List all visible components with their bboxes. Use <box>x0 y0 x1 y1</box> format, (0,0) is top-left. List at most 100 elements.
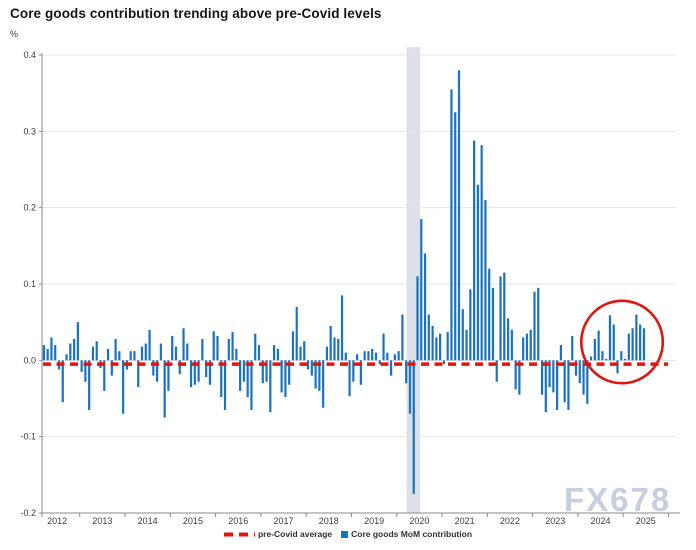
core-goods-bar <box>397 351 400 361</box>
y-axis-unit-label: % <box>10 29 19 39</box>
core-goods-bar <box>163 360 166 418</box>
core-goods-bar <box>522 337 525 361</box>
core-goods-bar <box>299 346 302 361</box>
core-goods-bar <box>352 360 355 382</box>
core-goods-bar <box>435 337 438 361</box>
core-goods-bar <box>469 289 472 361</box>
chart-legend: pre-Covid average Core goods MoM contrib… <box>0 529 696 539</box>
core-goods-bar <box>503 272 506 361</box>
core-goods-bar <box>525 333 529 361</box>
core-goods-bar <box>635 314 638 361</box>
core-goods-bar <box>386 352 389 361</box>
blue-square-swatch-icon <box>341 530 349 538</box>
core-goods-bar <box>84 360 87 382</box>
core-goods-bar <box>608 315 612 361</box>
core-goods-bar <box>303 341 306 361</box>
core-goods-bar <box>129 351 132 361</box>
core-goods-bar <box>246 360 249 397</box>
chart-title: Core goods contribution trending above p… <box>10 6 382 21</box>
core-goods-bar <box>589 356 593 361</box>
x-axis-year-label: 2015 <box>183 516 203 526</box>
core-goods-bar <box>363 351 366 361</box>
highlight-circle-annotation <box>579 299 665 385</box>
core-goods-bar <box>314 360 317 389</box>
core-goods-bar <box>178 360 181 375</box>
core-goods-bar <box>623 358 627 361</box>
core-goods-bar <box>250 360 253 410</box>
core-goods-bar <box>465 329 468 361</box>
y-axis-tick-label: 0.3 <box>23 126 36 136</box>
core-goods-bar <box>114 338 117 361</box>
x-axis-year-label: 2025 <box>636 516 656 526</box>
core-goods-bar <box>306 360 310 370</box>
core-goods-bar <box>231 332 234 361</box>
core-goods-bar <box>605 358 608 361</box>
core-goods-bar <box>439 333 442 361</box>
core-goods-bar <box>333 337 336 361</box>
core-goods-bar <box>420 219 423 361</box>
core-goods-bar <box>46 348 49 361</box>
core-goods-bar <box>174 346 178 361</box>
core-goods-bar <box>457 70 461 361</box>
core-goods-bar <box>171 335 174 361</box>
fx678-watermark: FX678 <box>564 481 672 518</box>
core-goods-bar <box>348 360 351 397</box>
core-goods-bar <box>197 360 200 382</box>
core-goods-bar <box>567 360 570 410</box>
core-goods-bar <box>593 338 596 361</box>
core-goods-bar <box>563 360 566 403</box>
core-goods-bar <box>193 360 196 385</box>
core-goods-bar <box>499 276 502 361</box>
core-goods-bar <box>269 360 272 413</box>
core-goods-bar <box>295 306 298 361</box>
legend-item-core-goods: Core goods MoM contribution <box>341 529 472 539</box>
core-goods-bar <box>223 360 227 410</box>
core-goods-bar <box>495 360 498 382</box>
core-goods-bar <box>310 360 313 376</box>
x-axis-year-label: 2019 <box>364 516 384 526</box>
core-goods-bar <box>506 318 510 361</box>
x-axis-year-label: 2017 <box>274 516 294 526</box>
core-goods-bar <box>344 352 347 361</box>
core-goods-bar <box>389 360 393 376</box>
core-goods-bar <box>393 354 396 361</box>
core-goods-bar <box>473 140 476 361</box>
core-goods-bar <box>322 360 325 408</box>
core-goods-bar <box>152 360 155 376</box>
core-goods-bar <box>242 360 245 382</box>
core-goods-bar <box>69 343 72 361</box>
core-goods-bar <box>378 360 381 365</box>
core-goods-bar <box>371 348 374 361</box>
y-axis-tick-label: -0.1 <box>20 432 36 442</box>
core-goods-bar <box>454 112 457 361</box>
core-goods-bar <box>257 345 261 361</box>
core-goods-bar <box>597 330 600 361</box>
core-goods-bar <box>476 184 479 361</box>
core-goods-bar <box>484 200 487 361</box>
core-goods-bar <box>80 360 83 372</box>
core-goods-bar <box>284 360 287 397</box>
core-goods-bar <box>208 360 212 385</box>
core-goods-bar <box>103 360 106 391</box>
core-goods-bar <box>442 360 446 365</box>
core-goods-bar <box>42 345 45 361</box>
legend-label-core-goods: Core goods MoM contribution <box>351 529 473 539</box>
core-goods-bar <box>254 333 257 361</box>
core-goods-bar <box>148 329 151 361</box>
core-goods-bar <box>291 331 295 361</box>
core-goods-bar <box>382 333 385 361</box>
core-goods-bar <box>446 332 449 361</box>
core-goods-bar <box>578 360 581 384</box>
x-axis-year-label: 2024 <box>591 516 611 526</box>
core-goods-bar <box>544 360 547 413</box>
core-goods-bar <box>642 328 646 361</box>
core-goods-bar <box>552 360 555 393</box>
core-goods-bar <box>480 145 483 361</box>
core-goods-bar <box>337 338 340 361</box>
x-axis-year-label: 2013 <box>92 516 112 526</box>
core-goods-bar <box>288 360 291 385</box>
core-goods-bar <box>50 337 53 361</box>
core-goods-bar <box>518 360 521 395</box>
